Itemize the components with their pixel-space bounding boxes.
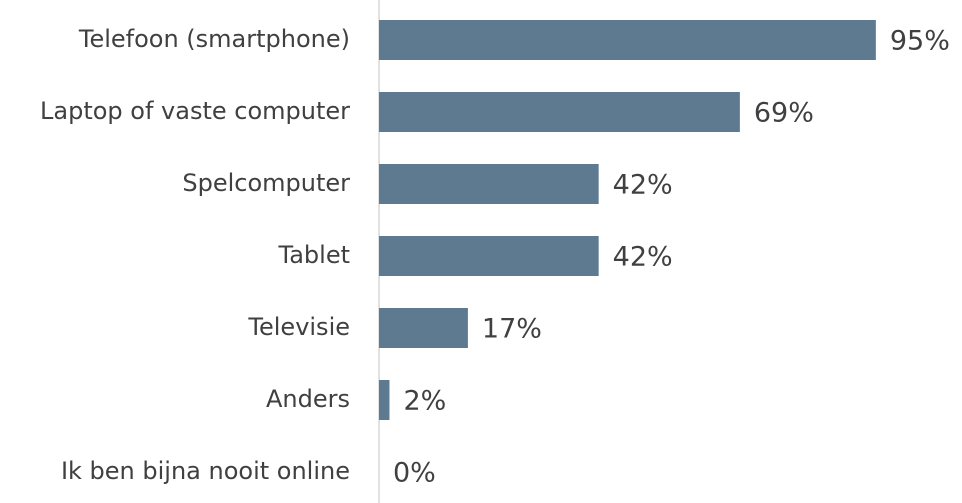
bar [379,380,390,420]
category-label: Laptop of vaste computer [40,97,350,125]
bar [379,236,599,276]
category-label: Tablet [278,241,350,269]
bar [379,20,876,60]
value-label: 0% [393,458,436,489]
category-label: Spelcomputer [182,169,350,197]
category-label: Ik ben bijna nooit online [61,457,350,485]
bar [379,164,599,204]
value-label: 42% [613,242,673,273]
bar [379,308,468,348]
value-label: 2% [403,386,446,417]
bar [379,92,740,132]
value-label: 69% [754,98,814,129]
value-label: 42% [613,170,673,201]
category-label: Anders [266,385,350,413]
value-label: 17% [482,314,542,345]
category-label: Televisie [247,313,350,341]
category-label: Telefoon (smartphone) [78,25,350,53]
value-label: 95% [890,26,950,57]
